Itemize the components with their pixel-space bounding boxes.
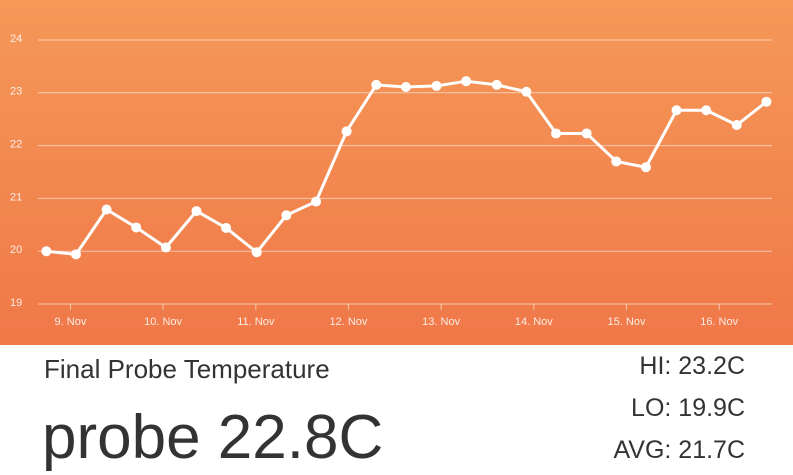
- point: [70, 249, 81, 260]
- point: [191, 206, 202, 217]
- x-tick-label: 12. Nov: [330, 316, 368, 328]
- stat-lo: LO: 19.9C: [631, 394, 745, 422]
- point: [251, 247, 262, 258]
- point: [371, 79, 382, 90]
- y-tick-label: 22: [10, 139, 22, 151]
- y-tick-label: 23: [10, 86, 22, 98]
- point: [341, 126, 352, 137]
- x-tick-label: 14. Nov: [515, 316, 553, 328]
- stat-avg: AVG: 21.7C: [613, 436, 745, 464]
- x-tick-label: 15. Nov: [608, 316, 646, 328]
- point: [491, 79, 502, 90]
- point: [400, 81, 411, 92]
- point: [221, 222, 232, 233]
- point: [461, 76, 472, 87]
- chart-background: [0, 0, 793, 345]
- point: [41, 246, 52, 257]
- y-tick-label: 21: [10, 191, 22, 203]
- panel-title: Final Probe Temperature: [44, 354, 330, 384]
- point: [701, 105, 712, 116]
- point: [131, 222, 142, 233]
- y-tick-label: 20: [10, 244, 22, 256]
- x-tick-label: 11. Nov: [237, 316, 275, 328]
- point: [611, 156, 622, 167]
- point: [640, 162, 651, 173]
- point: [101, 204, 112, 215]
- x-tick-label: 10. Nov: [144, 316, 182, 328]
- stat-hi: HI: 23.2C: [639, 352, 745, 380]
- y-tick-label: 19: [10, 297, 22, 309]
- chart: 19 20 21 22 23 24 9. Nov 10. Nov 11. Nov 12. Nov 1…: [0, 0, 793, 345]
- point: [281, 210, 292, 221]
- point: [761, 96, 772, 107]
- y-tick-label: 24: [10, 33, 22, 45]
- point: [731, 120, 742, 131]
- point: [671, 105, 682, 116]
- point: [431, 80, 442, 91]
- x-tick-label: 13. Nov: [422, 316, 460, 328]
- point: [160, 242, 171, 253]
- x-tick-label: 9. Nov: [55, 316, 87, 328]
- point: [311, 196, 322, 207]
- probe-reading: probe 22.8C: [42, 403, 384, 472]
- x-tick-label: 16. Nov: [700, 316, 738, 328]
- point: [551, 128, 562, 139]
- point: [581, 128, 592, 139]
- point: [521, 86, 532, 97]
